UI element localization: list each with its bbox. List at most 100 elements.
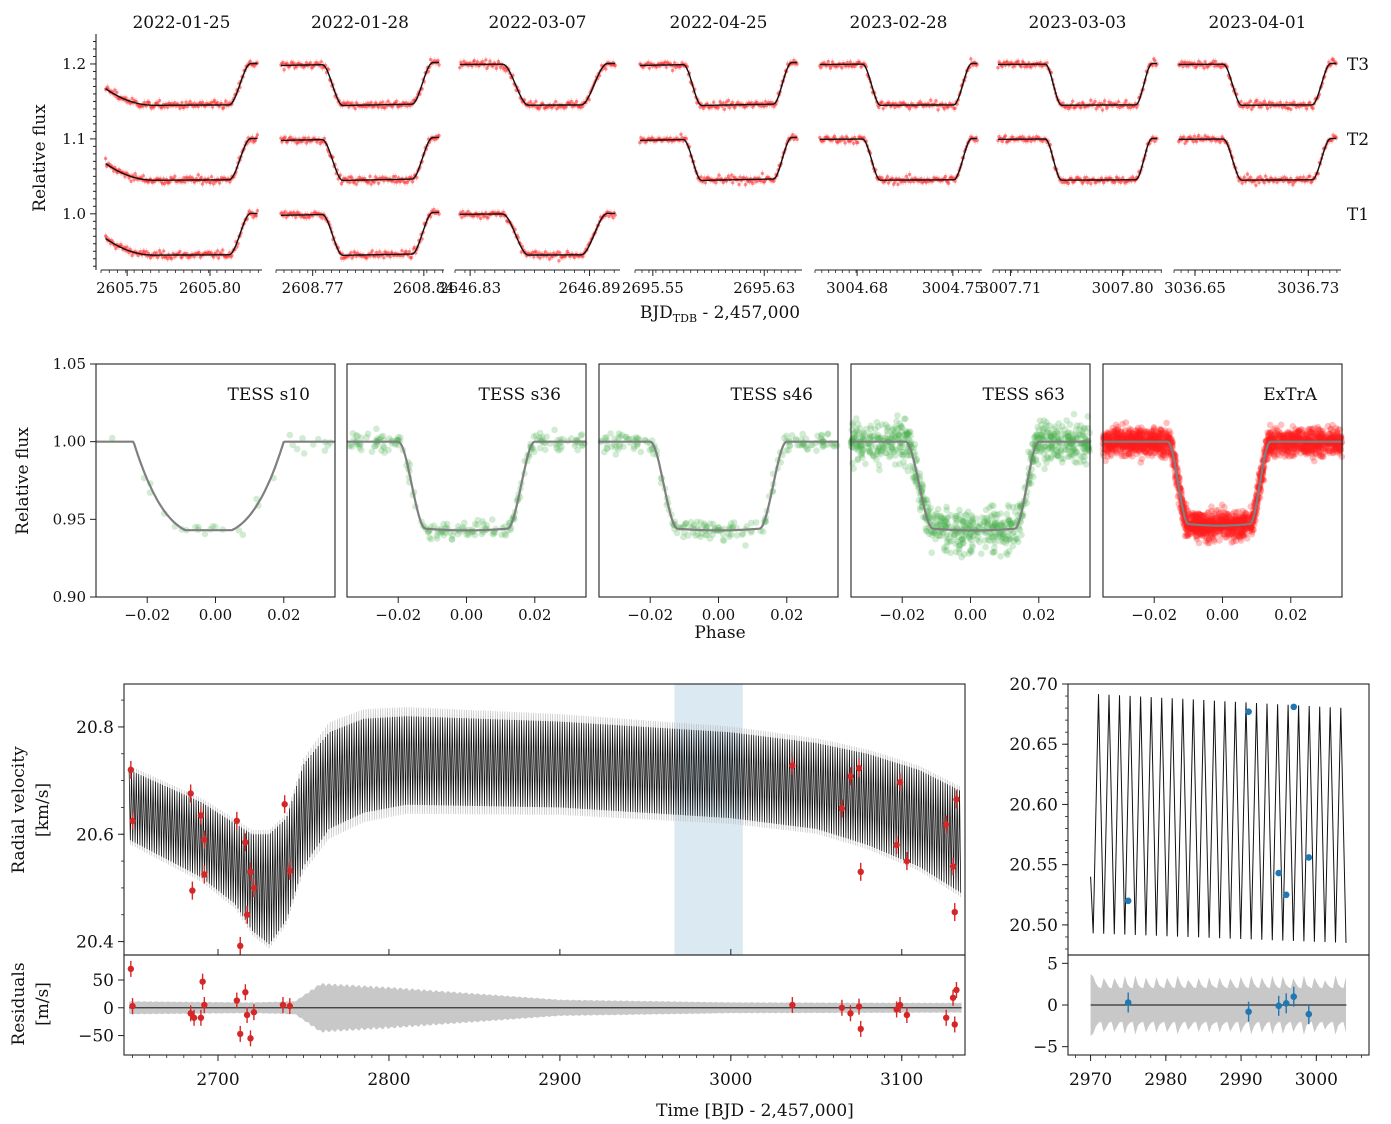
flux-point: [1308, 174, 1312, 179]
transit-model-line: [105, 137, 258, 181]
flux-point: [141, 174, 146, 178]
flux-point: [178, 249, 182, 254]
night-panel: 2022-01-28 2608.77 2608.84: [275, 13, 455, 297]
night-x-tick-label: 3007.80: [1092, 279, 1154, 297]
flux-point: [129, 179, 133, 183]
flux-point: [1262, 180, 1267, 185]
flux-point: [210, 105, 215, 109]
flux-point: [1124, 98, 1128, 103]
flux-point: [484, 58, 488, 62]
night-x-tick-label: 3007.71: [979, 279, 1041, 297]
flux-point: [856, 140, 860, 145]
flux-point: [726, 98, 731, 103]
flux-point: [907, 172, 912, 177]
flux-point: [115, 90, 119, 95]
flux-point: [170, 256, 174, 261]
flux-point: [1248, 99, 1253, 103]
flux-point: [338, 173, 343, 177]
flux-point: [1093, 99, 1097, 104]
flux-point: [478, 216, 483, 221]
flux-point: [157, 98, 162, 103]
flux-point: [173, 174, 177, 179]
night-panel: 2023-03-03 3007.71 3007.80: [979, 13, 1162, 297]
flux-point: [221, 248, 225, 252]
flux-point: [843, 141, 847, 145]
flux-point: [215, 249, 220, 253]
flux-point: [354, 182, 358, 186]
flux-point: [394, 99, 399, 104]
flux-point: [1003, 134, 1008, 138]
transit-model-line: [459, 62, 616, 106]
flux-point: [407, 249, 412, 254]
flux-point: [737, 182, 741, 187]
flux-point: [282, 68, 286, 72]
flux-point: [717, 173, 721, 177]
flux-point: [1070, 99, 1075, 103]
flux-point: [996, 65, 1000, 70]
telescope-label: T3: [1347, 55, 1369, 75]
transit-model-line: [280, 61, 440, 107]
night-x-tick-label: 2695.63: [733, 279, 795, 297]
flux-point: [382, 255, 386, 260]
flux-point: [880, 100, 884, 104]
flux-point: [460, 215, 464, 219]
transit-model-line: [280, 136, 440, 182]
night-x-tick-label: 3036.65: [1164, 279, 1226, 297]
flux-point: [368, 174, 372, 179]
flux-point: [1182, 135, 1186, 139]
flux-point: [308, 61, 313, 65]
flux-point: [208, 180, 213, 185]
flux-point: [281, 60, 285, 65]
flux-point: [1153, 58, 1157, 63]
flux-point: [851, 141, 856, 145]
flux-point: [1089, 98, 1093, 103]
flux-point: [154, 251, 159, 255]
flux-point: [319, 60, 323, 64]
night-date-label: 2022-03-07: [488, 13, 586, 33]
flux-point: [412, 245, 417, 250]
flux-point: [1084, 175, 1089, 180]
night-date-label: 2023-02-28: [849, 13, 947, 33]
night-x-tick-label: 2646.89: [559, 279, 621, 297]
night-x-tick-label: 2608.84: [393, 279, 455, 297]
night-x-tick-label: 2605.80: [179, 279, 241, 297]
night-panel: 2023-04-01 3036.65 3036.73: [1164, 13, 1341, 297]
flux-point: [199, 175, 204, 180]
flux-point: [393, 174, 398, 179]
night-panel: 2022-04-25 2695.55 2695.63: [622, 13, 802, 297]
flux-point: [180, 101, 184, 105]
top-y-tick-label: 1.2: [62, 55, 86, 73]
flux-point: [896, 182, 900, 187]
flux-point: [547, 257, 552, 261]
flux-point: [132, 178, 136, 182]
flux-point: [283, 135, 287, 140]
night-date-label: 2022-01-28: [311, 13, 409, 33]
flux-point: [113, 88, 117, 92]
flux-point: [604, 67, 608, 71]
flux-point: [353, 106, 357, 111]
flux-point: [743, 182, 748, 187]
flux-point: [1239, 99, 1243, 104]
transit-model-line: [998, 137, 1157, 181]
night-date-label: 2022-01-25: [132, 13, 230, 33]
night-panel: 2023-02-28 3004.68 3004.75: [814, 13, 984, 297]
flux-point: [348, 180, 352, 185]
flux-point: [953, 106, 957, 110]
transit-model-line: [105, 62, 258, 106]
flux-point: [255, 133, 260, 137]
flux-point: [1257, 180, 1261, 185]
flux-point: [885, 175, 890, 179]
flux-point: [196, 173, 201, 177]
flux-point: [103, 156, 108, 161]
flux-point: [975, 138, 979, 143]
transit-model-line: [998, 62, 1157, 106]
transit-model-line: [819, 62, 978, 106]
flux-point: [554, 100, 558, 104]
flux-point: [557, 259, 561, 263]
night-x-tick-label: 3004.68: [826, 279, 888, 297]
flux-point: [437, 212, 441, 216]
flux-point: [1245, 172, 1250, 176]
flux-point: [1202, 66, 1206, 70]
